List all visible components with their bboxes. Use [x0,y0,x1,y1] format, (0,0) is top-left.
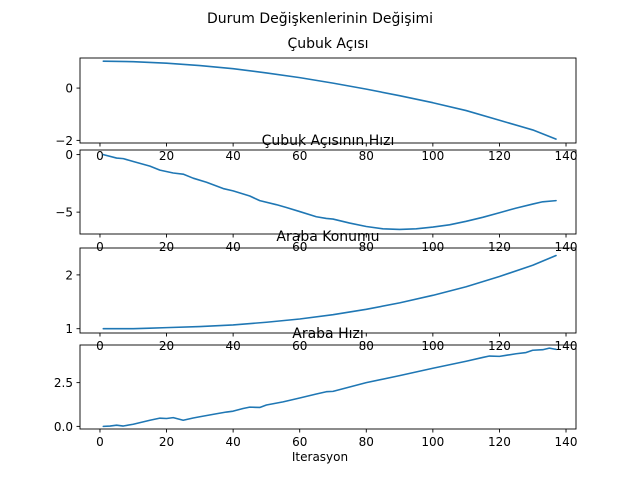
subplot-title: Çubuk Açısı [287,36,368,52]
x-tick-label: 0 [96,149,104,163]
x-tick-label: 20 [159,240,174,254]
x-tick-label: 20 [159,435,174,449]
x-tick-label: 0 [96,240,104,254]
x-tick-label: 80 [359,339,374,353]
x-tick-label: 80 [359,240,374,254]
subplot-4: 0 20 40 60 80 100 120 140 0.0 2.5 Araba Hızı [54,326,578,449]
x-tick-label: 100 [421,339,444,353]
x-tick-label: 140 [555,240,578,254]
subplot-title: Çubuk Açısının Hızı [262,133,395,149]
y-tick-label: 0.0 [54,420,73,434]
x-axis-label: Iterasyon [292,450,348,464]
x-tick-label: 120 [488,435,511,449]
series-line-1-1 [102,60,557,140]
x-tick-label: 140 [555,149,578,163]
x-tick-label: 20 [159,149,174,163]
x-tick-label: 140 [555,339,578,353]
x-tick-label: 20 [159,339,174,353]
figure-suptitle: Durum Değişkenlerinin Değişimi [207,11,433,27]
y-tick-label: −2 [55,134,73,148]
series-line-4-1 [102,347,557,428]
x-tick-label: 100 [421,240,444,254]
subplot-title: Araba Konumu [276,229,379,245]
x-tick-label: 60 [292,240,307,254]
axes-frame [79,57,577,144]
x-tick-label: 60 [292,435,307,449]
x-tick-label: 40 [225,149,240,163]
axes-frame [79,149,577,235]
x-tick-label: 80 [359,149,374,163]
x-tick-label: 0 [96,435,104,449]
y-tick-label: 0 [65,148,73,162]
subplot-3: 0 20 40 60 80 100 120 140 1 2 Araba Konumu [65,229,577,353]
subplot-title: Araba Hızı [292,326,363,342]
x-tick-label: 80 [359,435,374,449]
y-tick-label: 1 [65,322,73,336]
series-line-3-1 [102,254,557,330]
x-tick-label: 60 [292,339,307,353]
y-tick-label: 0 [65,82,73,96]
x-tick-label: 140 [555,435,578,449]
x-tick-label: 40 [225,339,240,353]
x-tick-label: 120 [488,339,511,353]
y-tick-label: −5 [55,206,73,220]
x-tick-label: 100 [421,149,444,163]
x-tick-label: 120 [488,240,511,254]
x-tick-label: 60 [292,149,307,163]
x-tick-label: 40 [225,435,240,449]
axes-frame [79,344,577,430]
x-tick-label: 100 [421,435,444,449]
x-tick-label: 0 [96,339,104,353]
axes-frame [79,247,577,334]
series-line-2-1 [102,153,557,231]
x-tick-label: 120 [488,149,511,163]
y-tick-label: 2 [65,268,73,282]
x-tick-label: 40 [225,240,240,254]
y-tick-label: 2.5 [54,376,73,390]
subplot-2: 0 20 40 60 80 100 120 140 0 −5 Çubuk Açısının Hızı [55,133,577,254]
